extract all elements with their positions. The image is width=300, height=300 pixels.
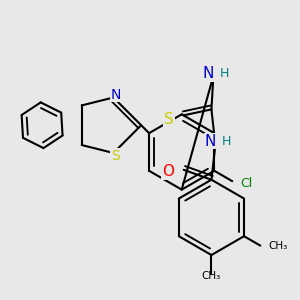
Text: CH₃: CH₃: [268, 241, 287, 250]
Text: N: N: [205, 134, 216, 148]
Text: N: N: [110, 88, 121, 102]
Text: Cl: Cl: [240, 177, 252, 190]
Text: S: S: [164, 112, 174, 127]
Text: S: S: [111, 149, 120, 163]
Text: O: O: [162, 164, 174, 179]
Text: N: N: [203, 66, 214, 81]
Text: H: H: [222, 135, 231, 148]
Text: H: H: [220, 67, 229, 80]
Text: CH₃: CH₃: [202, 271, 221, 281]
